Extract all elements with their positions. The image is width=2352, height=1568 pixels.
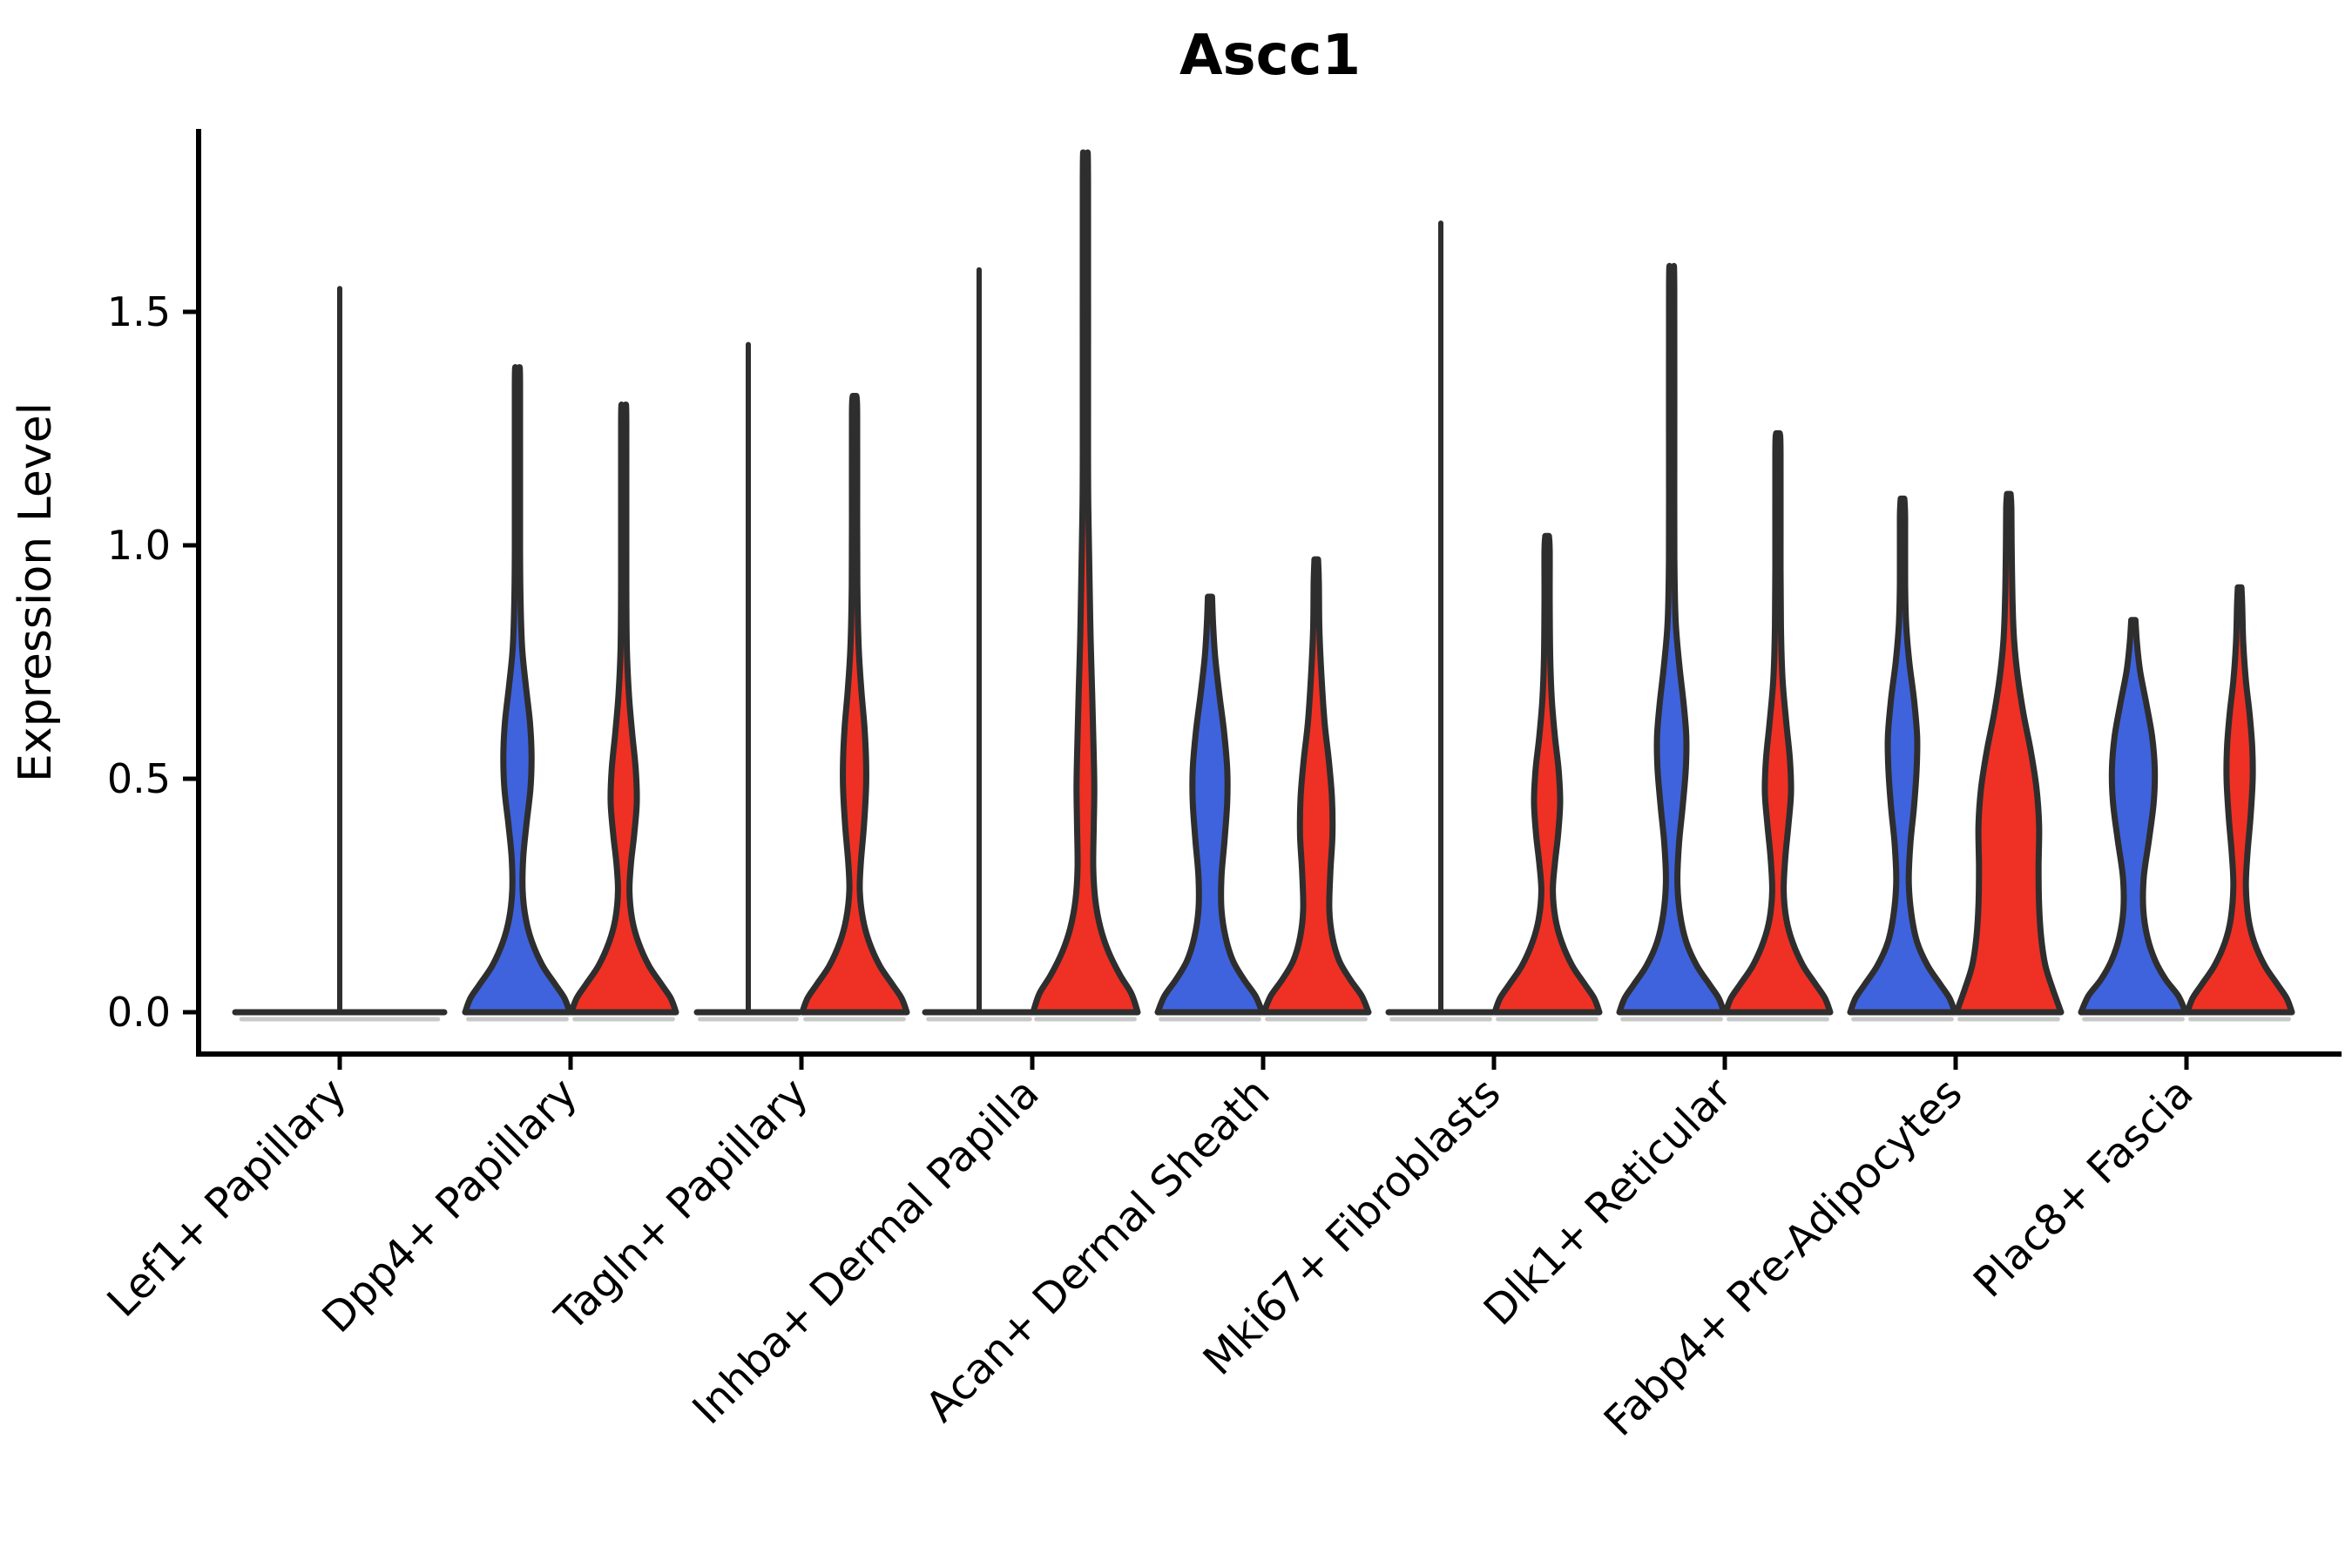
x-tick-label: Plac8+ Fascia: [1964, 1069, 2203, 1308]
violin-blue: [1154, 593, 1266, 1016]
x-tick-label: Dpp4+ Papillary: [313, 1069, 586, 1342]
violin-blue: [1616, 262, 1727, 1016]
violin-red: [1722, 429, 1834, 1016]
y-tick-label: 0.0: [107, 989, 171, 1036]
violin-blue: [462, 364, 573, 1016]
violin-blue: [2078, 617, 2189, 1016]
y-tick-label: 1.5: [107, 288, 171, 335]
violin-red: [2184, 584, 2295, 1016]
violin-blue: [1847, 495, 1958, 1016]
y-tick-label: 1.0: [107, 522, 171, 569]
violin-red: [1260, 556, 1372, 1016]
violin-red: [1953, 490, 2065, 1016]
violins: [232, 149, 2295, 1016]
chart-title: Ascc1: [1179, 24, 1361, 88]
y-axis-title: Expression Level: [10, 402, 62, 782]
violin-red: [568, 402, 679, 1016]
violin-red: [799, 393, 910, 1016]
x-tick-label: Tagln+ Papillary: [545, 1069, 817, 1341]
y-tick-label: 0.5: [107, 755, 171, 802]
violin-red: [1030, 149, 1141, 1016]
x-tick-label: Dlk1+ Reticular: [1475, 1069, 1741, 1335]
x-tick-label: Lef1+ Papillary: [98, 1069, 356, 1327]
violin-red: [1491, 532, 1603, 1016]
